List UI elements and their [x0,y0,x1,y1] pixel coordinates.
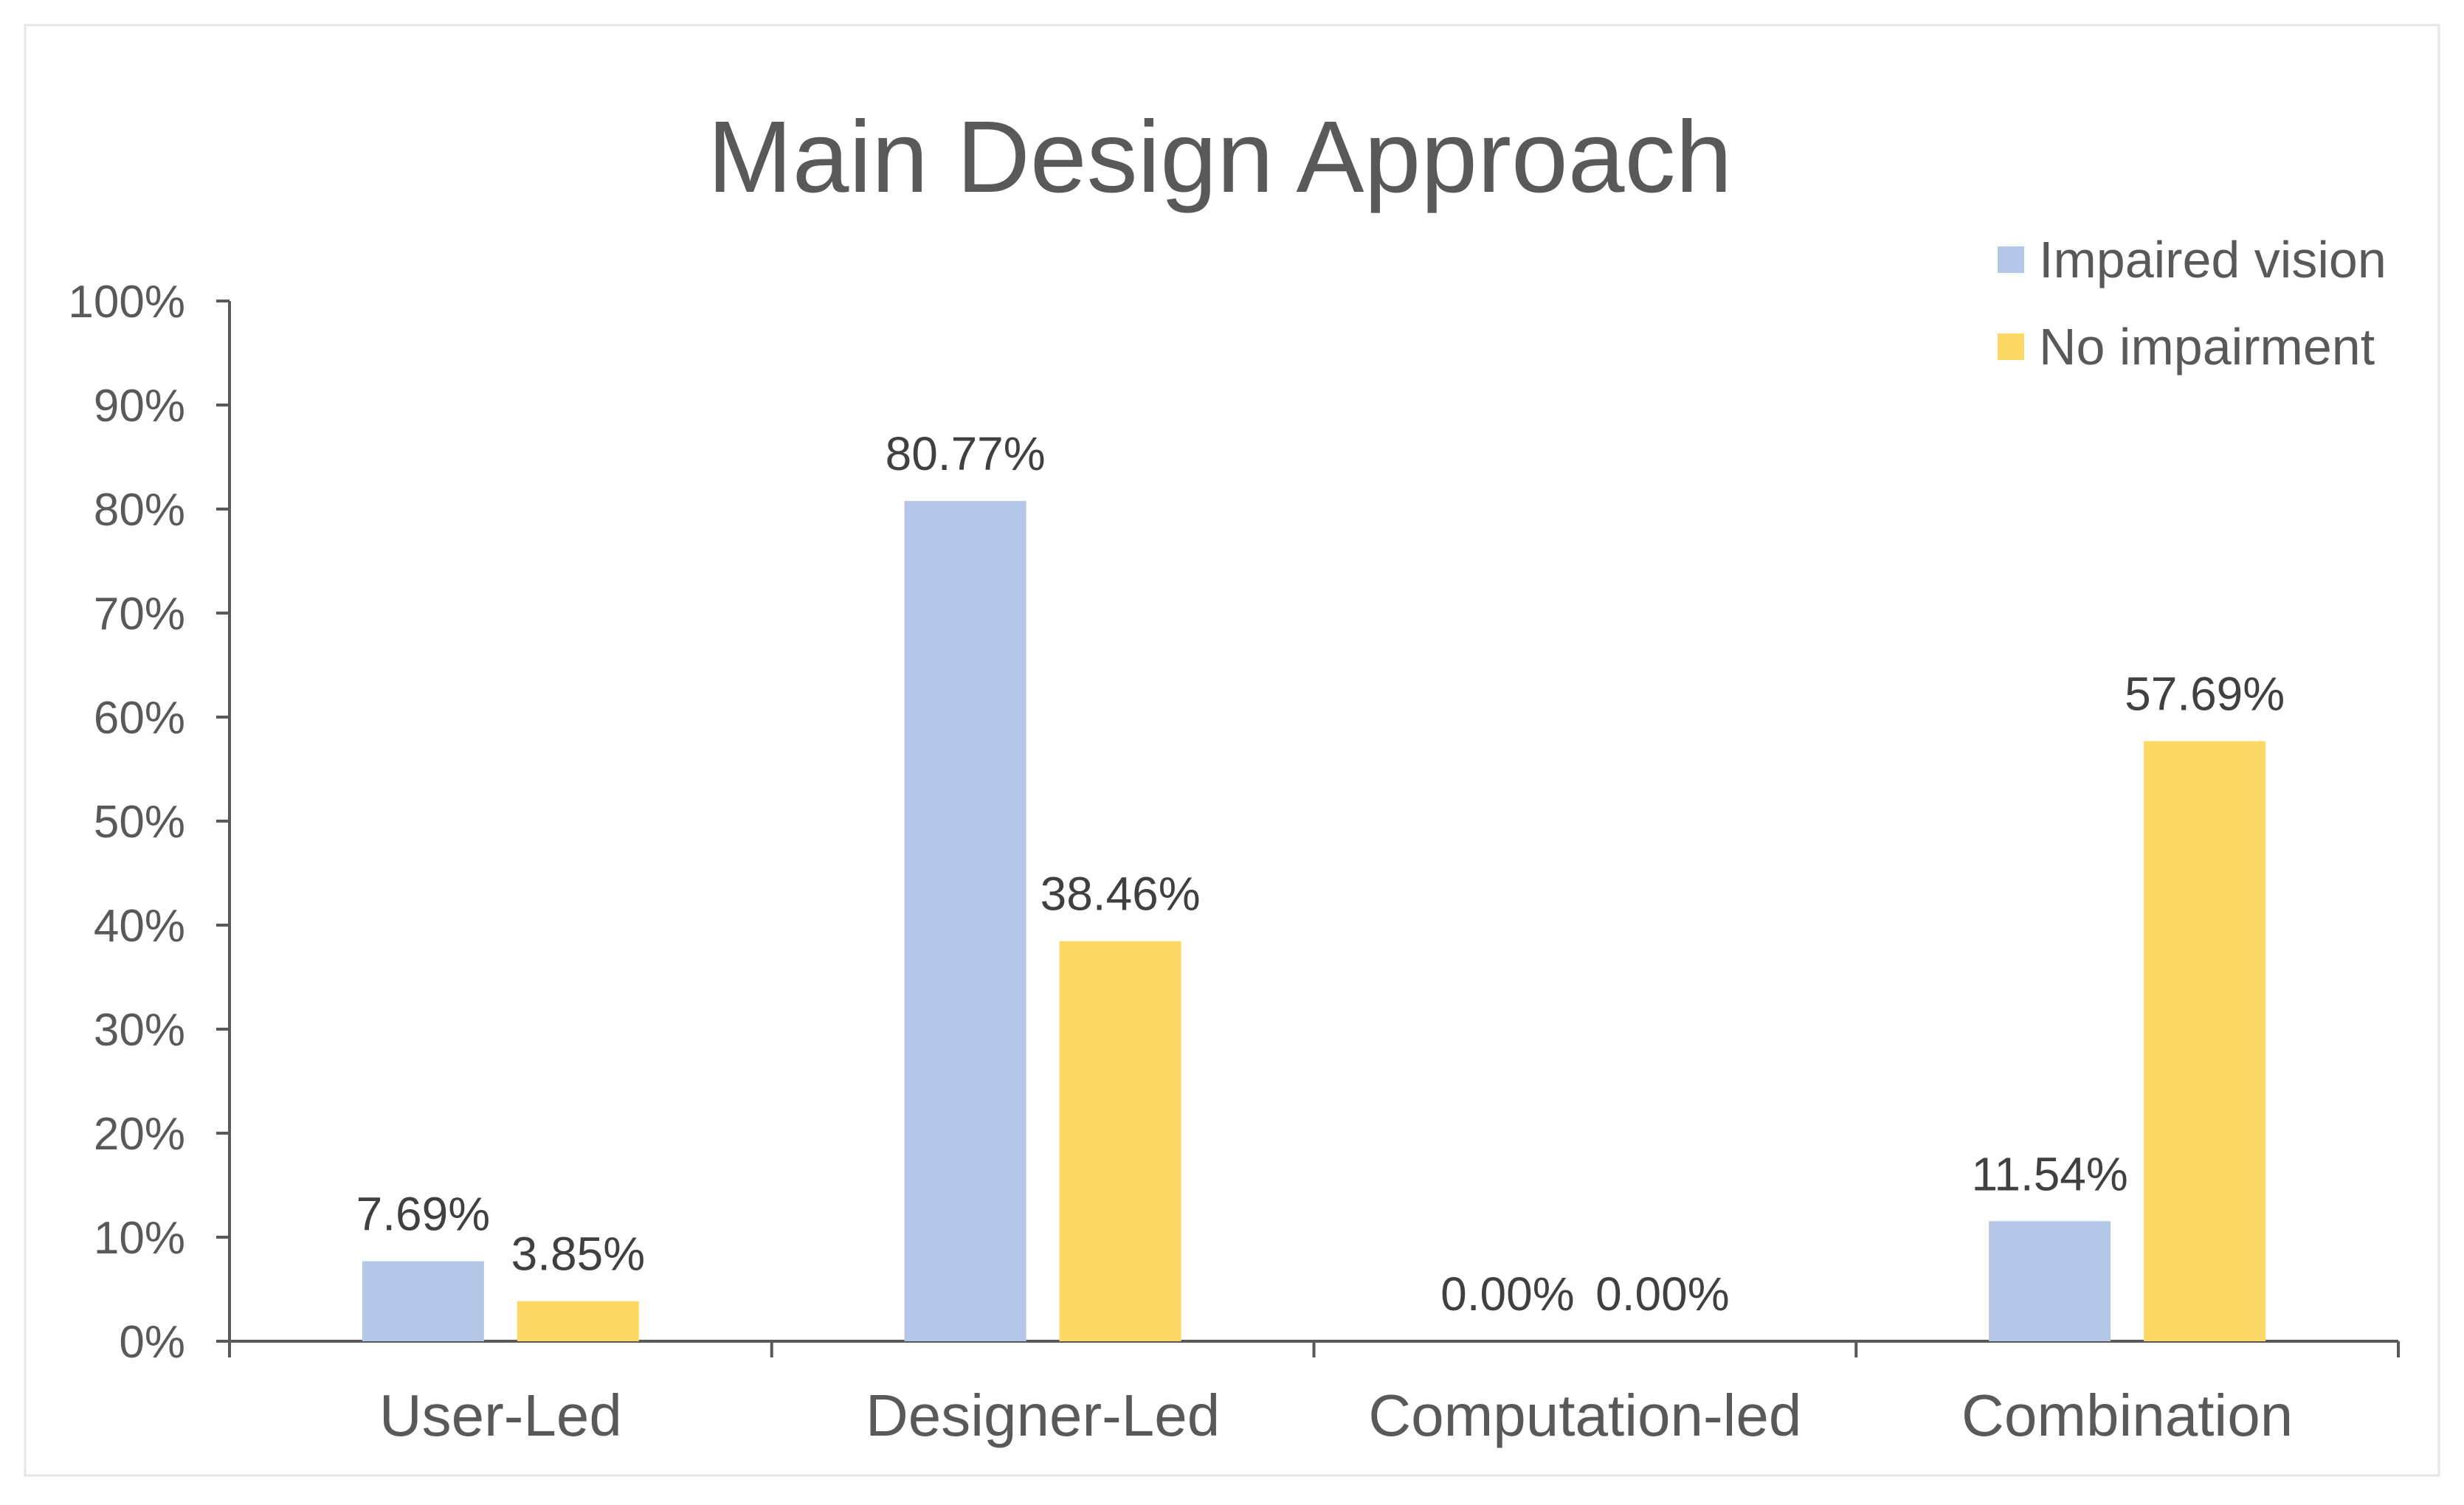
data-label: 11.54% [1971,1147,2127,1200]
y-tick-label: 100% [68,277,185,328]
x-tick-label: Combination [1961,1383,2293,1448]
y-tick-label: 20% [94,1109,185,1160]
bars [362,501,2266,1341]
data-label: 3.85% [511,1228,645,1281]
bar [2144,741,2266,1341]
bar [904,501,1026,1341]
chart-title: Main Design Approach [708,100,1733,214]
y-tick-label: 30% [94,1005,185,1056]
y-tick-label: 0% [119,1317,185,1368]
y-tick-label: 40% [94,901,185,952]
data-label: 38.46% [1041,868,1201,921]
legend-label: Impaired vision [2039,231,2387,288]
data-label: 80.77% [886,427,1046,480]
y-tick-label: 80% [94,485,185,536]
legend-label: No impairment [2039,318,2375,376]
data-label: 0.00% [1440,1267,1574,1321]
x-tick-label: Designer-Led [866,1383,1220,1448]
x-tick-label: Computation-led [1368,1383,1801,1448]
data-label: 7.69% [356,1188,490,1241]
bar [1059,941,1181,1341]
y-tick-label: 50% [94,797,185,848]
bar [1989,1221,2111,1341]
x-tick-label: User-Led [379,1383,622,1448]
y-tick-label: 70% [94,589,185,640]
data-label: 0.00% [1595,1267,1729,1321]
y-tick-label: 90% [94,381,185,432]
bar [362,1261,484,1341]
legend-swatch [1998,333,2024,360]
y-axis: 0% 10% 20% 30% 40% 50% 60% 70% 80% 90% 100% [68,277,231,1368]
y-tick-label: 60% [94,693,185,744]
y-tick-label: 10% [94,1213,185,1264]
legend-swatch [1998,246,2024,273]
legend: Impaired vision No impairment [1998,231,2387,376]
data-labels: 7.69% 80.77% 0.00% 11.54% 3.85% 38.46% 0.00% 57… [356,427,2285,1321]
data-label: 57.69% [2125,668,2285,721]
bar [517,1301,639,1341]
